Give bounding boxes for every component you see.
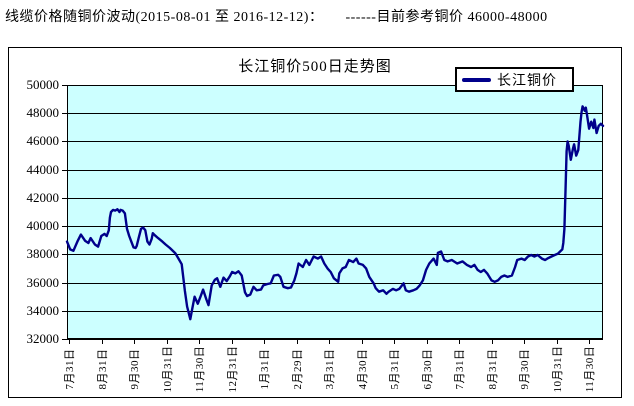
x-tick-label: 3月31日 (324, 348, 336, 390)
x-tick-label: 11月30日 (584, 345, 596, 393)
x-tick-label: 10月31日 (161, 345, 174, 393)
x-tick-label: 2月29日 (291, 348, 304, 390)
y-tick-label: 36000 (26, 274, 60, 290)
x-tick-label: 10月31日 (551, 345, 564, 393)
x-tick-label: 11月30日 (194, 345, 206, 393)
chart-frame: 长江铜价500日走势图 长江铜价 50000 48000 46000 44000 420… (8, 47, 622, 398)
y-tick-label: 32000 (26, 331, 60, 346)
y-tick-label: 48000 (26, 105, 60, 121)
y-tick-label: 42000 (26, 189, 60, 205)
x-tick-label: 1月31日 (259, 348, 271, 390)
x-tick-label: 12月31日 (226, 345, 239, 393)
x-tick-label: 7月31日 (64, 348, 76, 390)
y-tick-label: 38000 (26, 246, 60, 262)
x-tick-label: 4月30日 (356, 348, 369, 390)
y-tick-label: 34000 (26, 302, 60, 318)
y-tick-label: 44000 (26, 161, 60, 177)
y-tick-label: 46000 (26, 133, 60, 149)
legend-line-sample-icon (462, 77, 491, 82)
x-tick-label: 8月31日 (486, 348, 499, 390)
header-caption: 线缆价格随铜价波动(2015-08-01 至 2016-12-12)： (5, 10, 324, 25)
y-tick-label: 40000 (26, 218, 60, 234)
header-reference-price: ------目前参考铜价 46000-48000 (345, 10, 548, 25)
x-tick-label: 8月31日 (96, 348, 109, 390)
chart-title: 长江铜价500日走势图 (238, 59, 392, 75)
legend-label: 长江铜价 (497, 73, 557, 89)
x-tick-label: 7月31日 (454, 348, 466, 390)
x-tick-label: 9月30日 (129, 348, 141, 390)
y-tick-label: 50000 (26, 77, 60, 92)
page-header: 线缆价格随铜价波动(2015-08-01 至 2016-12-12)： -----… (5, 6, 548, 26)
x-tick-label: 9月30日 (519, 348, 531, 390)
legend: 长江铜价 (455, 67, 574, 92)
x-tick-label: 6月30日 (421, 348, 434, 390)
price-line-chart (62, 85, 605, 344)
x-tick-label: 5月31日 (389, 348, 401, 390)
